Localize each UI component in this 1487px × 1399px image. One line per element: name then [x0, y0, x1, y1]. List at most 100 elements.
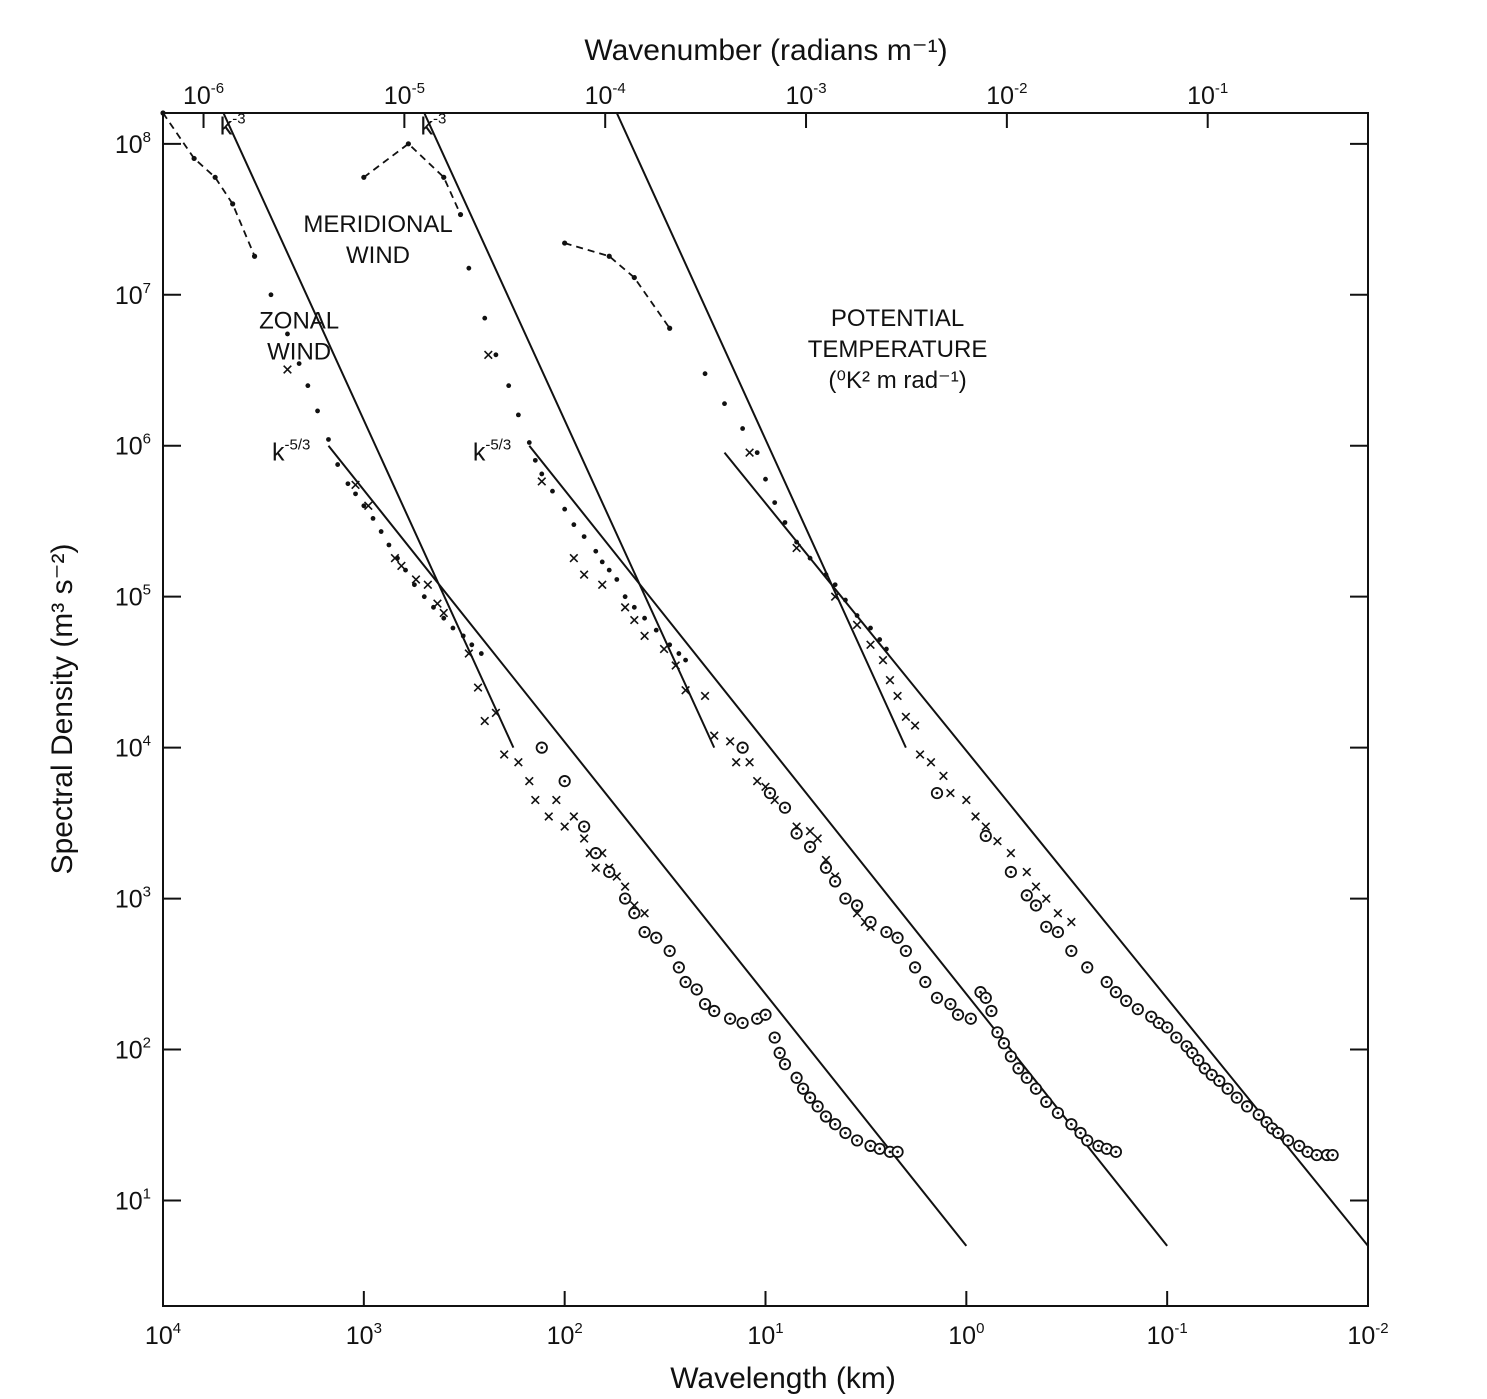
- circle-center: [768, 791, 772, 795]
- data-point-cross: [464, 649, 474, 658]
- data-point-cross: [1066, 917, 1076, 927]
- data-series: [160, 110, 1339, 1162]
- data-point-cross: [640, 908, 649, 918]
- data-point-cross: [530, 795, 540, 805]
- circle-center: [844, 897, 847, 900]
- data-point-cross: [1041, 894, 1051, 903]
- data-point-dot: [469, 642, 475, 648]
- data-point-cross: [473, 683, 483, 692]
- circle-center: [795, 832, 799, 835]
- data-point-dot: [315, 408, 320, 414]
- data-point-dot: [335, 462, 341, 467]
- data-point-cross: [961, 795, 971, 805]
- data-point-cross: [483, 350, 493, 360]
- data-point-cross: [893, 691, 902, 701]
- series-dots: [441, 174, 688, 663]
- circle-center: [1034, 904, 1038, 907]
- reference-line: [327, 445, 968, 1247]
- data-point-circle: [1131, 1003, 1144, 1016]
- reference-line: [222, 112, 515, 749]
- slope-label: k-3: [220, 111, 246, 141]
- data-point-cross: [499, 750, 509, 759]
- data-point-dot: [722, 401, 727, 407]
- circle-center: [816, 1105, 820, 1108]
- circle-center: [808, 845, 812, 849]
- data-point-cross: [878, 655, 888, 665]
- data-point-dot: [676, 651, 682, 656]
- circle-center: [984, 834, 988, 838]
- data-point-circle: [1252, 1108, 1265, 1121]
- data-point-circle: [1293, 1139, 1306, 1152]
- circle-center: [956, 1013, 960, 1017]
- circle-center: [1017, 1066, 1020, 1070]
- data-point-dot: [421, 594, 427, 600]
- data-point-cross: [946, 788, 955, 798]
- data-point-cross: [671, 661, 681, 670]
- circle-center: [885, 930, 888, 934]
- circle-center: [1002, 1041, 1006, 1045]
- circle-center: [878, 1147, 882, 1151]
- data-point-dot: [740, 426, 746, 431]
- data-point-dot: [631, 274, 637, 281]
- circle-center: [1331, 1153, 1335, 1157]
- data-point-cross: [971, 812, 980, 821]
- data-point-cross: [433, 599, 442, 608]
- data-point-circle: [891, 931, 904, 944]
- data-point-dot: [493, 352, 499, 358]
- data-point-dot: [466, 265, 472, 271]
- data-point-dot: [160, 110, 166, 116]
- circle-center: [990, 1009, 993, 1013]
- data-point-cross: [537, 477, 547, 486]
- data-point-dot: [763, 476, 768, 482]
- circle-center: [1079, 1131, 1082, 1135]
- data-point-dot: [361, 503, 367, 509]
- data-point-dot: [482, 315, 488, 321]
- data-point-dot: [412, 582, 417, 588]
- data-point-cross: [560, 822, 570, 831]
- data-point-circle: [919, 975, 932, 989]
- data-point-dot: [550, 488, 555, 494]
- x-bottom-tick-label: 104: [145, 1320, 181, 1350]
- data-point-circle: [603, 865, 616, 879]
- x-top-tick-label: 10-4: [585, 80, 626, 110]
- series-dots: [252, 253, 484, 656]
- data-point-circle: [1065, 944, 1078, 958]
- data-point-circle: [1040, 920, 1053, 933]
- data-point-circle: [638, 925, 651, 939]
- x-bottom-tick-label: 10-1: [1147, 1320, 1188, 1350]
- y-tick-label: 107: [115, 280, 151, 310]
- series-dots: [702, 371, 889, 652]
- data-point-cross: [397, 561, 406, 571]
- circle-center: [896, 936, 899, 940]
- data-point-circle: [839, 1126, 852, 1140]
- data-point-circle: [778, 1058, 792, 1071]
- data-point-cross: [591, 863, 601, 873]
- data-point-cross: [363, 501, 373, 511]
- data-point-cross: [439, 608, 449, 618]
- circle-center: [844, 1131, 847, 1135]
- circle-center: [1185, 1044, 1189, 1048]
- circle-center: [594, 851, 598, 855]
- x-bottom-tick-label: 101: [747, 1320, 783, 1350]
- data-point-cross: [659, 644, 669, 654]
- circle-center: [1235, 1096, 1239, 1100]
- data-point-dot: [683, 657, 688, 663]
- data-point-circle: [1065, 1118, 1078, 1131]
- dashed-line: [564, 242, 671, 329]
- circle-center: [582, 825, 586, 828]
- data-point-circle: [1281, 1134, 1295, 1147]
- data-point-circle: [829, 1118, 842, 1131]
- dashed-line: [363, 142, 462, 215]
- data-point-circle: [672, 961, 685, 974]
- circle-center: [1025, 1076, 1029, 1080]
- data-point-circle: [819, 861, 833, 874]
- data-point-circle: [1081, 1134, 1094, 1147]
- x-top-tick-label: 10-5: [384, 80, 425, 110]
- circle-center: [1174, 1036, 1178, 1039]
- data-point-circle: [899, 944, 912, 958]
- circle-center: [1009, 1055, 1013, 1058]
- reference-line: [423, 112, 716, 749]
- data-point-circle: [679, 975, 692, 989]
- data-point-circle: [589, 847, 602, 860]
